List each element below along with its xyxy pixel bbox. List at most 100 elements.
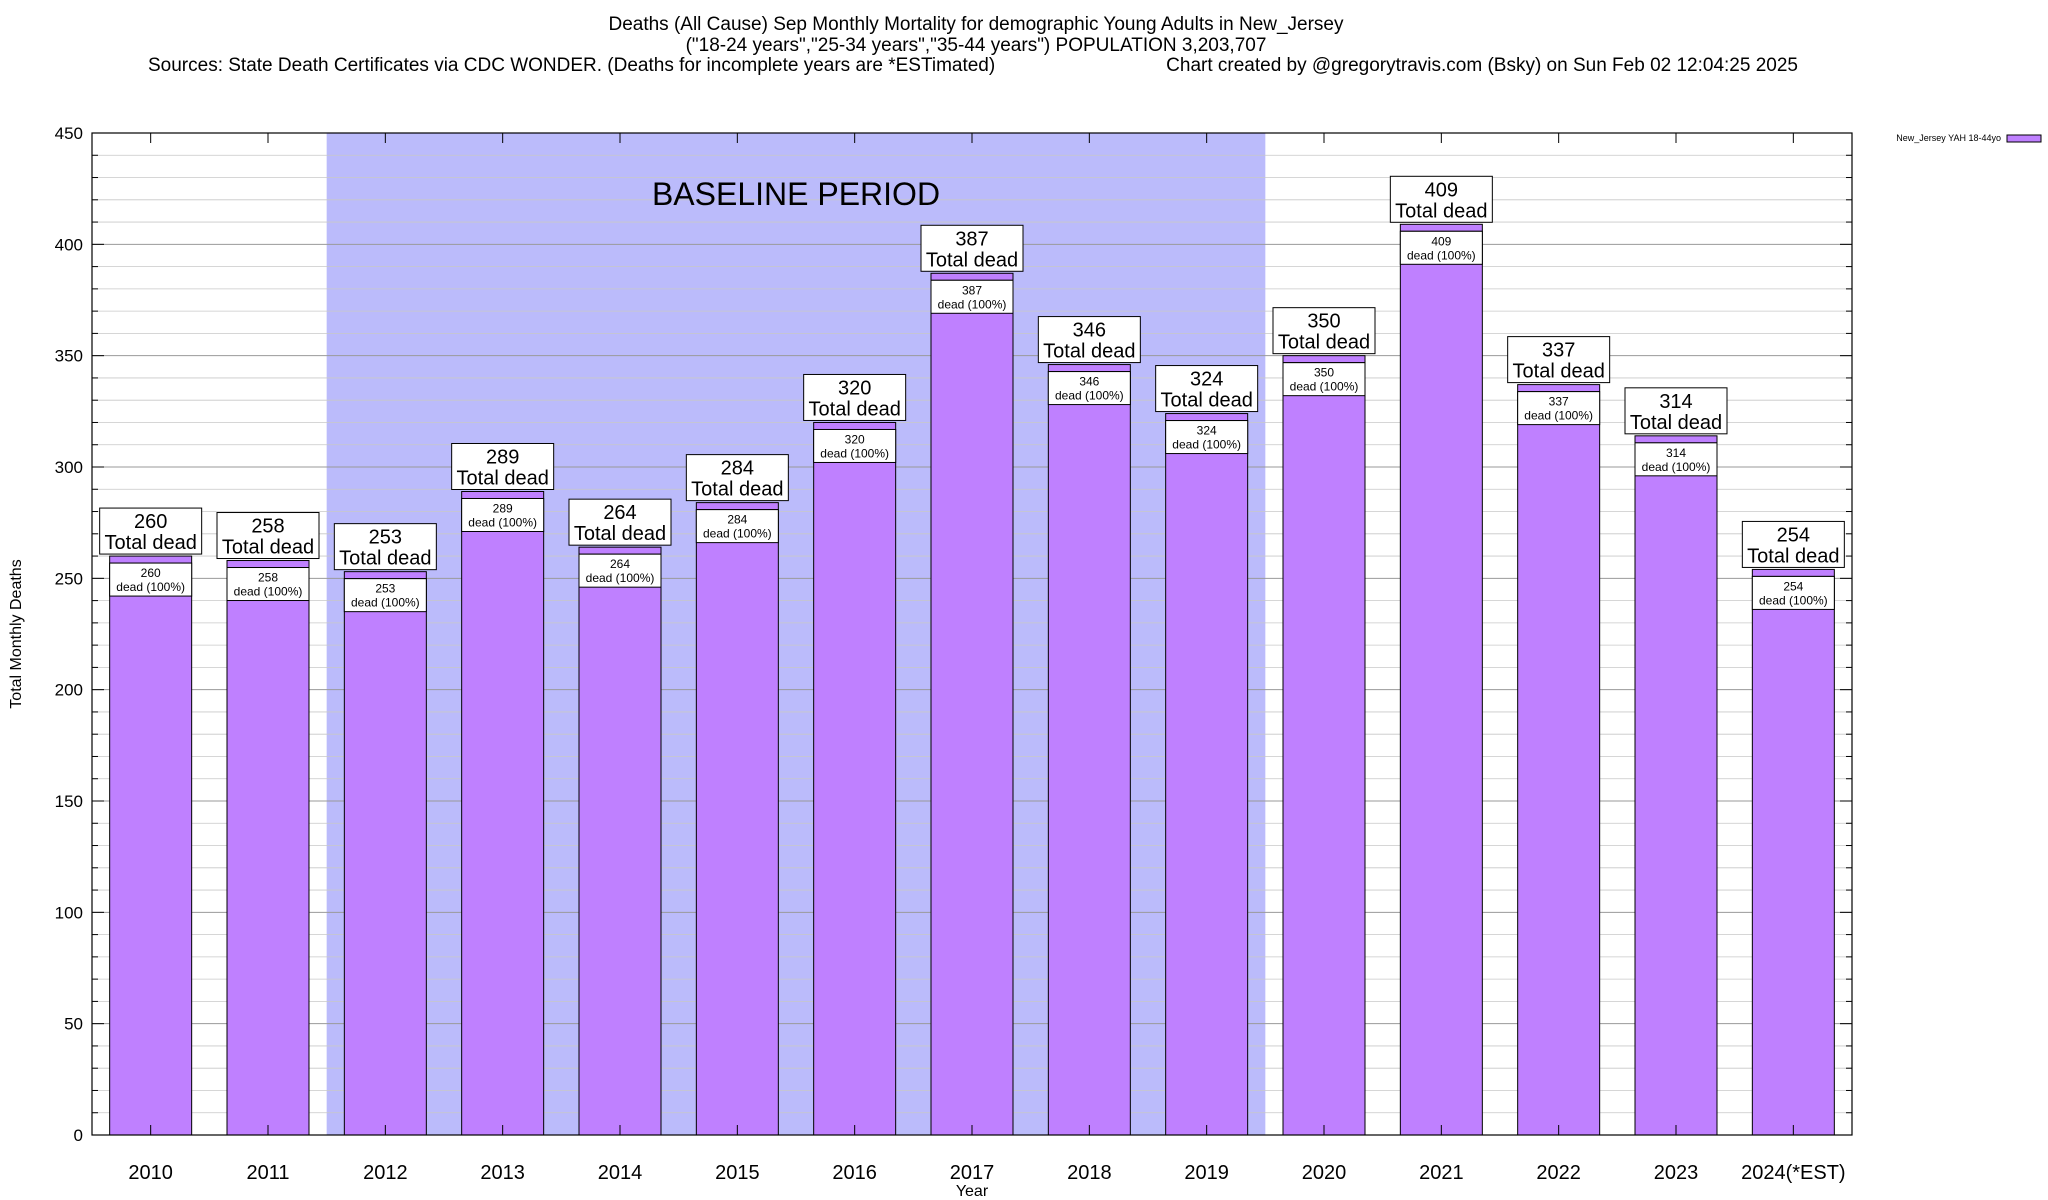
total-value-label: 254 (1777, 524, 1810, 546)
y-tick-label: 400 (55, 235, 83, 254)
legend-swatch (2006, 134, 2042, 143)
y-tick-label: 300 (55, 458, 83, 477)
inner-percent-label: dead (100%) (116, 580, 185, 594)
x-axis-label: Year (956, 1183, 989, 1200)
bar (1282, 355, 1366, 1136)
inner-percent-label: dead (100%) (1172, 438, 1241, 452)
total-label-box (803, 373, 907, 421)
inner-label-box (109, 562, 193, 597)
chart-title-line-2: ("18-24 years","25-34 years","35-44 year… (686, 35, 1267, 56)
inner-percent-label: dead (100%) (468, 515, 537, 529)
total-value-label: 350 (1307, 311, 1340, 333)
y-tick-label: 50 (64, 1015, 83, 1034)
inner-value-label: 264 (610, 557, 630, 571)
total-value-label: 258 (251, 516, 284, 538)
chart-sources: Sources: State Death Certificates via CD… (148, 55, 995, 76)
inner-label-box (1517, 391, 1601, 426)
total-dead-label: Total dead (691, 479, 783, 501)
inner-label-box (226, 567, 310, 602)
total-label-box (1389, 175, 1493, 223)
bar (1399, 223, 1483, 1136)
inner-value-label: 387 (962, 283, 982, 297)
total-label-box (1155, 365, 1259, 413)
inner-value-label: 253 (375, 582, 395, 596)
inner-label-box (578, 553, 662, 588)
total-label-box (451, 442, 555, 490)
inner-value-label: 337 (1549, 395, 1569, 409)
total-dead-label: Total dead (1278, 332, 1370, 354)
inner-label-box (1751, 575, 1835, 610)
bar (813, 421, 897, 1136)
total-dead-label: Total dead (222, 537, 314, 559)
legend: New_Jersey YAH 18-44yo (1896, 133, 2042, 143)
inner-percent-label: dead (100%) (586, 571, 655, 585)
y-tick-label: 450 (55, 124, 83, 143)
x-tick-label: 2014 (598, 1162, 643, 1184)
y-tick-label: 0 (74, 1126, 83, 1145)
total-label-box (99, 507, 203, 555)
total-dead-label: Total dead (457, 467, 549, 489)
bar (1634, 435, 1718, 1136)
total-label-box (920, 224, 1024, 272)
total-label-box (568, 498, 672, 546)
inner-label-box (695, 509, 779, 544)
inner-value-label: 314 (1666, 446, 1686, 460)
chart-header: Deaths (All Cause) Sep Monthly Mortality… (148, 14, 1798, 76)
bar (1517, 384, 1601, 1136)
y-axis: 0 50 100 150 200 250 300 350 400 450 (55, 124, 1852, 1145)
inner-label-box (1399, 230, 1483, 265)
inner-label-box (1165, 420, 1249, 455)
total-value-label: 289 (486, 446, 519, 468)
y-axis-label: Total Monthly Deaths (8, 559, 25, 708)
total-value-label: 346 (1073, 320, 1106, 342)
x-tick-label: 2018 (1067, 1162, 1112, 1184)
y-tick-label: 150 (55, 792, 83, 811)
inner-value-label: 289 (493, 501, 513, 515)
total-value-label: 284 (721, 458, 754, 480)
x-tick-label: 2012 (363, 1162, 408, 1184)
x-tick-label: 2016 (832, 1162, 877, 1184)
inner-percent-label: dead (100%) (1407, 248, 1476, 262)
x-tick-label: 2019 (1184, 1162, 1229, 1184)
inner-percent-label: dead (100%) (351, 596, 420, 610)
total-dead-label: Total dead (809, 398, 901, 420)
total-dead-label: Total dead (105, 532, 197, 554)
chart-credit: Chart created by @gregorytravis.com (Bsk… (1166, 55, 1798, 76)
bar (578, 546, 662, 1136)
total-label-box (1624, 387, 1728, 435)
x-tick-label: 2023 (1654, 1162, 1699, 1184)
total-label-box (333, 523, 437, 571)
total-value-label: 409 (1425, 179, 1458, 201)
bar (1047, 364, 1131, 1136)
x-tick-label: 2017 (950, 1162, 995, 1184)
total-value-label: 260 (134, 511, 167, 533)
total-dead-label: Total dead (339, 548, 431, 570)
bar (343, 571, 427, 1136)
inner-percent-label: dead (100%) (820, 446, 889, 460)
bar (1165, 413, 1249, 1136)
x-tick-label: 2024(*EST) (1741, 1162, 1846, 1184)
inner-percent-label: dead (100%) (1055, 389, 1124, 403)
inner-percent-label: dead (100%) (1759, 593, 1828, 607)
bar (461, 490, 545, 1136)
total-label-box (1507, 336, 1611, 384)
inner-label-box (1634, 442, 1718, 477)
inner-percent-label: dead (100%) (234, 585, 303, 599)
total-dead-label: Total dead (1161, 390, 1253, 412)
inner-percent-label: dead (100%) (1642, 460, 1711, 474)
bar (695, 502, 779, 1136)
total-value-label: 314 (1659, 391, 1692, 413)
x-tick-label: 2010 (128, 1162, 173, 1184)
total-value-label: 337 (1542, 340, 1575, 362)
